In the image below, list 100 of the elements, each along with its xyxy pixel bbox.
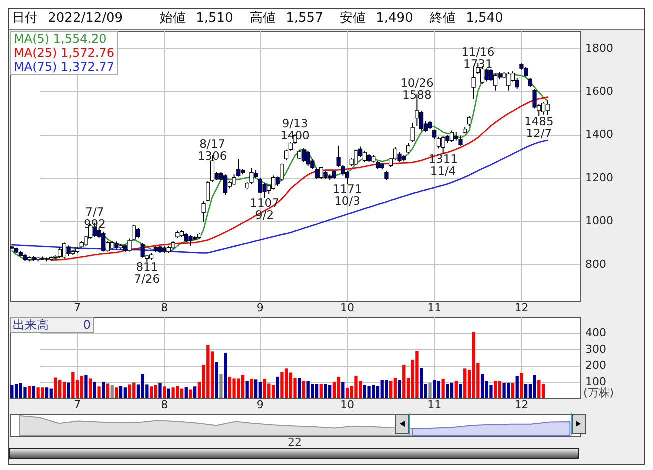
- candlestick: [441, 136, 446, 154]
- bar: [194, 386, 197, 398]
- line-series: [12, 140, 548, 254]
- bar: [124, 388, 127, 398]
- y-tick-label: 300: [586, 342, 606, 356]
- bar: [446, 384, 450, 398]
- bar: [480, 374, 484, 398]
- x-tick-label: 10: [340, 302, 355, 314]
- bar: [119, 386, 123, 398]
- y-tick-label: 400: [586, 326, 606, 340]
- annotation: 811 7/26: [134, 260, 160, 286]
- x-tick-label: 7: [74, 302, 82, 314]
- candlestick: [406, 142, 411, 154]
- bar: [398, 380, 402, 398]
- y-tick-label: 1200: [586, 171, 614, 184]
- bar: [538, 380, 541, 398]
- candlestick: [384, 170, 389, 181]
- bar: [258, 382, 262, 398]
- bar: [246, 380, 249, 398]
- bar: [93, 382, 96, 398]
- candlestick: [467, 116, 472, 127]
- candlestick: [410, 122, 415, 143]
- candlestick: [66, 245, 71, 257]
- candlestick: [528, 78, 532, 88]
- candlestick: [432, 129, 437, 140]
- bar: [389, 380, 393, 398]
- x-tick-label: 12: [514, 398, 529, 412]
- bar: [10, 385, 14, 398]
- bar: [106, 384, 110, 398]
- candlestick: [284, 149, 289, 162]
- annotation: 1107 9/2: [250, 196, 280, 222]
- bar: [67, 382, 70, 398]
- bar: [342, 382, 345, 398]
- bar: [315, 384, 319, 398]
- candlestick: [546, 100, 550, 116]
- annotation: 7/7 992: [84, 204, 106, 231]
- bar: [442, 379, 445, 398]
- bar: [84, 374, 88, 398]
- candlestick: [306, 151, 310, 166]
- bar: [241, 374, 245, 398]
- y-tick-label: 1000: [586, 214, 614, 228]
- bar: [542, 384, 546, 398]
- candlestick: [262, 182, 267, 198]
- x-tick-label: 8: [161, 398, 168, 412]
- bar: [98, 386, 101, 398]
- bar: [224, 352, 228, 398]
- y-tick-label: 100: [586, 375, 606, 388]
- annotation: 9/13 1400: [280, 116, 310, 143]
- candlestick: [298, 149, 302, 160]
- bar: [50, 388, 53, 398]
- y-tick-label: 1800: [586, 42, 614, 55]
- bar: [346, 388, 350, 398]
- text: 終値 1,540: [430, 10, 504, 27]
- bar: [511, 382, 515, 398]
- bar: [437, 380, 441, 398]
- bar: [110, 385, 114, 398]
- bar: [498, 380, 502, 398]
- bar: [433, 380, 436, 398]
- bar: [394, 378, 397, 398]
- bar: [533, 374, 536, 398]
- bar: [502, 382, 506, 398]
- x-tick-label: 12: [514, 302, 529, 314]
- y-tick-label: 200: [586, 359, 606, 372]
- bar: [80, 376, 84, 398]
- annotation: 8/17 1306: [198, 136, 228, 163]
- candlestick: [140, 242, 145, 258]
- bar: [54, 378, 58, 398]
- bar: [354, 376, 358, 398]
- y-axis-title: (万株): [584, 386, 614, 400]
- candlestick: [136, 227, 141, 239]
- bar: [72, 372, 75, 398]
- text: 安値 1,490: [340, 10, 414, 27]
- candlestick: [202, 200, 206, 223]
- bar: [337, 376, 340, 398]
- bar: [167, 388, 171, 398]
- y-tick-label: 1600: [586, 84, 614, 98]
- text: MA(25) 1,572.76: [14, 46, 114, 60]
- bar: [154, 385, 158, 398]
- text: MA(5) 1,554.20: [14, 32, 108, 46]
- annotation: 0: [83, 318, 91, 332]
- bar: [454, 380, 458, 398]
- bar: [298, 378, 302, 398]
- text: 高値 1,557: [250, 10, 324, 27]
- annotation: 22: [288, 436, 302, 449]
- annotation: 1171 10/3: [332, 182, 362, 208]
- candlestick: [206, 180, 210, 202]
- y-tick-label: 1400: [586, 128, 614, 142]
- bar: [459, 384, 462, 398]
- bar: [385, 380, 388, 398]
- bar: [24, 386, 27, 398]
- bar: [320, 384, 323, 398]
- candlestick: [314, 168, 320, 180]
- bar: [14, 384, 18, 398]
- bar: [490, 385, 493, 398]
- x-tick-label: 10: [340, 398, 355, 412]
- bar: [272, 385, 276, 398]
- bar: [472, 332, 476, 398]
- bar: [163, 386, 166, 398]
- x-tick-label: 11: [428, 398, 442, 412]
- bar: [172, 388, 175, 398]
